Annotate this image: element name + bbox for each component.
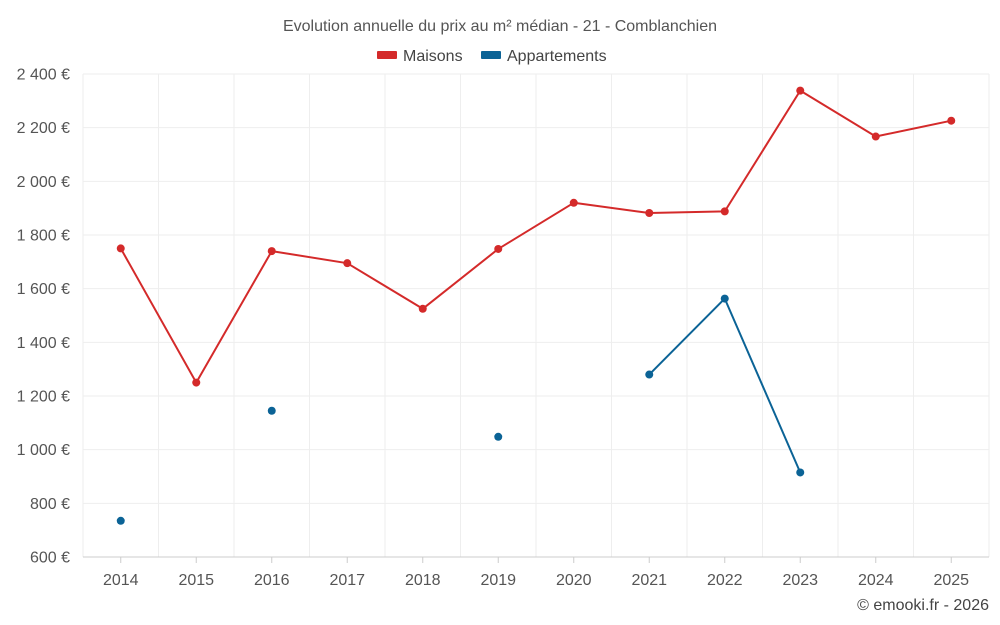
- y-axis: 600 € 800 € 1 000 € 1 200 € 1 400 € 1 600 € 1 …: [17, 67, 70, 567]
- x-tick-label: 2018: [405, 572, 441, 589]
- y-tick-label: 2 200 €: [17, 120, 70, 137]
- x-axis: 2014 2015 2016 2017 2018 2019 2020 2021 2022 2023…: [83, 556, 989, 589]
- data-point-maisons-2015[interactable]: Maisons 2015: [192, 378, 201, 387]
- x-tick-label: 2016: [254, 572, 290, 589]
- series-layer: Maisons 2014 Maisons 2015 Maisons 2016 Mais…: [116, 86, 956, 525]
- legend-item-maisons[interactable]: Maisons: [377, 48, 463, 65]
- data-point-maisons-2024[interactable]: Maisons 2024: [871, 132, 880, 141]
- data-point-appartements-2019[interactable]: Appartements 2019: [494, 432, 503, 441]
- gridlines: [82, 73, 990, 557]
- y-tick-label: 2 000 €: [17, 174, 70, 191]
- legend-swatch-maisons: [377, 51, 397, 59]
- chart-title: Evolution annuelle du prix au m² médian …: [283, 18, 717, 35]
- x-tick-label: 2022: [707, 572, 743, 589]
- x-tick-label: 2024: [858, 572, 894, 589]
- x-tick-label: 2025: [933, 572, 969, 589]
- legend-item-appartements[interactable]: Appartements: [481, 48, 607, 65]
- data-point-maisons-2016[interactable]: Maisons 2016: [267, 247, 276, 256]
- legend-swatch-appartements: [481, 51, 501, 59]
- credit-text: © emooki.fr - 2026: [857, 597, 989, 614]
- data-point-maisons-2020[interactable]: Maisons 2020: [569, 198, 578, 207]
- x-tick-label: 2019: [480, 572, 516, 589]
- x-tick-label: 2020: [556, 572, 592, 589]
- y-tick-label: 800 €: [30, 496, 70, 513]
- legend: Maisons Appartements: [377, 48, 607, 65]
- series-appartements: Appartements 2014 Appartements 2016 Appart…: [116, 294, 805, 525]
- data-point-maisons-2018[interactable]: Maisons 2018: [418, 304, 427, 313]
- x-tick-label: 2014: [103, 572, 139, 589]
- data-point-appartements-2014[interactable]: Appartements 2014: [116, 516, 125, 525]
- x-tick-label: 2017: [329, 572, 365, 589]
- y-tick-label: 1 600 €: [17, 281, 70, 298]
- data-point-maisons-2025[interactable]: Maisons 2025: [947, 116, 956, 125]
- data-point-maisons-2023[interactable]: Maisons 2023: [796, 86, 805, 95]
- series-line-appartements: [648, 297, 802, 473]
- y-tick-label: 1 000 €: [17, 442, 70, 459]
- legend-label-maisons: Maisons: [403, 48, 463, 65]
- data-point-maisons-2014[interactable]: Maisons 2014: [116, 244, 125, 253]
- legend-label-appartements: Appartements: [507, 48, 607, 65]
- data-point-maisons-2019[interactable]: Maisons 2019: [494, 244, 503, 253]
- x-tick-label: 2021: [631, 572, 667, 589]
- data-point-appartements-2021[interactable]: Appartements 2021: [645, 370, 654, 379]
- data-point-appartements-2016[interactable]: Appartements 2016: [267, 406, 276, 415]
- y-tick-label: 1 200 €: [17, 389, 70, 406]
- y-tick-label: 1 400 €: [17, 335, 70, 352]
- x-tick-label: 2023: [782, 572, 818, 589]
- data-point-appartements-2023[interactable]: Appartements 2023: [796, 468, 805, 477]
- y-tick-label: 600 €: [30, 550, 70, 567]
- data-point-appartements-2022[interactable]: Appartements 2022: [720, 294, 729, 303]
- series-line-maisons: [119, 89, 952, 384]
- series-maisons: Maisons 2014 Maisons 2015 Maisons 2016 Mais…: [116, 86, 956, 387]
- data-point-maisons-2017[interactable]: Maisons 2017: [343, 259, 352, 268]
- data-point-maisons-2021[interactable]: Maisons 2021: [645, 208, 654, 217]
- x-tick-label: 2015: [178, 572, 214, 589]
- data-point-maisons-2022[interactable]: Maisons 2022: [720, 207, 729, 216]
- y-tick-label: 2 400 €: [17, 67, 70, 84]
- y-tick-label: 1 800 €: [17, 228, 70, 245]
